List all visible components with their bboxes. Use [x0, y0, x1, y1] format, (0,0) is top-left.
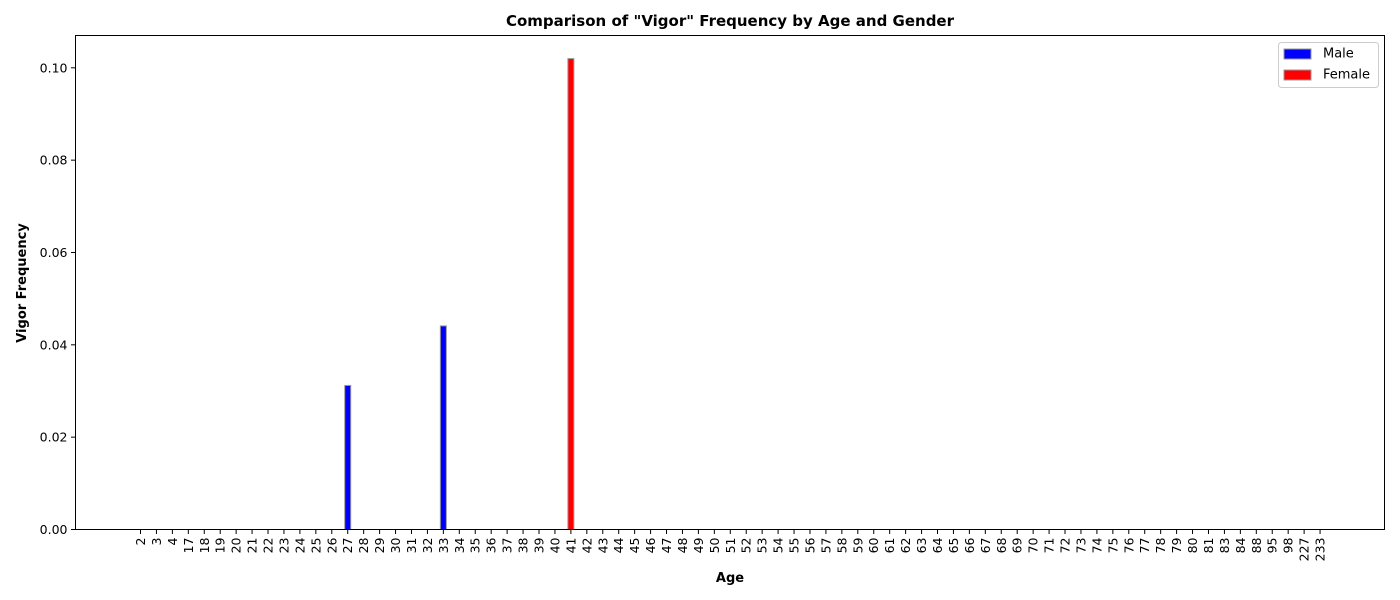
x-tick-label: 58 — [834, 537, 849, 553]
x-tick-label: 46 — [643, 537, 658, 553]
x-tick-label: 27 — [340, 538, 355, 554]
y-tick-label: 0.08 — [40, 153, 68, 168]
bars-group — [344, 58, 575, 531]
x-tick-label: 50 — [707, 537, 722, 553]
x-tick-label: 98 — [1281, 537, 1296, 553]
x-tick-label: 74 — [1089, 537, 1104, 553]
x-tick-label: 60 — [866, 537, 881, 553]
x-tick-label: 43 — [595, 538, 610, 554]
x-tick-label: 17 — [181, 538, 196, 554]
x-tick-label: 22 — [261, 538, 276, 554]
x-tick-label: 95 — [1265, 538, 1280, 554]
x-tick-label: 26 — [324, 537, 339, 553]
legend-label-male: Male — [1323, 47, 1354, 62]
x-tick-label: 44 — [611, 537, 626, 553]
x-tick-label: 63 — [914, 538, 929, 554]
legend-swatch-male — [1283, 48, 1312, 60]
x-tick-label: 68 — [994, 537, 1009, 553]
x-tick-label: 57 — [818, 538, 833, 554]
x-tick-label: 34 — [452, 537, 467, 553]
x-tick-label: 28 — [356, 537, 371, 553]
x-tick-label: 69 — [1010, 537, 1025, 553]
x-tick-label: 75 — [1105, 538, 1120, 554]
x-tick-label: 29 — [372, 537, 387, 553]
x-tick-label: 71 — [1042, 538, 1057, 554]
x-tick-label: 19 — [213, 537, 228, 553]
x-tick-label: 35 — [468, 538, 483, 554]
bar-female-41 — [567, 58, 575, 531]
x-tick-label: 84 — [1233, 537, 1248, 553]
x-tick-label: 56 — [802, 537, 817, 553]
x-tick-label: 39 — [532, 537, 547, 553]
x-tick-label: 20 — [229, 537, 244, 553]
x-tick-label: 55 — [787, 538, 802, 554]
x-tick-label: 45 — [627, 538, 642, 554]
x-tick-label: 54 — [771, 537, 786, 553]
y-tick-label: 0.06 — [40, 245, 68, 260]
x-tick-label: 30 — [388, 537, 403, 553]
x-tick-label: 76 — [1121, 537, 1136, 553]
x-tick-label: 53 — [755, 538, 770, 554]
y-tick-label: 0.04 — [40, 337, 68, 352]
x-tick-label: 37 — [500, 538, 515, 554]
x-tick-label: 47 — [659, 538, 674, 554]
x-tick-label: 18 — [197, 537, 212, 553]
x-tick-label: 2 — [133, 538, 148, 546]
x-tick-label: 79 — [1169, 537, 1184, 553]
y-tick-label: 0.10 — [40, 60, 68, 75]
x-tick-label: 32 — [420, 538, 435, 554]
x-tick-label: 66 — [962, 537, 977, 553]
x-tick-label: 23 — [276, 538, 291, 554]
y-axis-ticks: 0.00 0.02 0.04 0.06 0.08 0.10 — [40, 60, 76, 537]
x-tick-label: 81 — [1201, 538, 1216, 554]
y-axis-label: Vigor Frequency — [15, 223, 30, 343]
plot-frame — [75, 35, 1385, 530]
x-tick-label: 88 — [1249, 537, 1264, 553]
x-tick-label: 59 — [850, 537, 865, 553]
legend: Male Female — [1278, 42, 1379, 88]
y-tick-label: 0.02 — [40, 430, 68, 445]
x-tick-label: 52 — [739, 538, 754, 554]
legend-label-female: Female — [1323, 68, 1370, 83]
x-tick-label: 31 — [404, 538, 419, 554]
bar-male-33 — [439, 325, 447, 530]
x-tick-label: 78 — [1153, 537, 1168, 553]
x-axis-label: Age — [716, 571, 744, 586]
x-tick-label: 62 — [898, 538, 913, 554]
x-tick-label: 25 — [308, 538, 323, 554]
x-tick-label: 48 — [675, 537, 690, 553]
x-tick-label: 42 — [579, 538, 594, 554]
x-tick-label: 51 — [723, 538, 738, 554]
x-tick-label: 38 — [516, 537, 531, 553]
x-tick-label: 227 — [1297, 538, 1312, 562]
y-tick-label: 0.00 — [40, 522, 68, 537]
x-tick-label: 21 — [245, 538, 260, 554]
x-tick-label: 233 — [1313, 538, 1328, 562]
bar-male-27 — [344, 384, 352, 530]
chart-title: Comparison of "Vigor" Frequency by Age a… — [506, 12, 955, 30]
x-tick-label: 64 — [930, 537, 945, 553]
x-tick-label: 33 — [436, 538, 451, 554]
legend-swatch-female — [1283, 69, 1312, 81]
x-tick-label: 70 — [1026, 537, 1041, 553]
x-tick-label: 4 — [165, 537, 180, 545]
x-tick-label: 65 — [946, 538, 961, 554]
x-tick-label: 24 — [292, 537, 307, 553]
x-tick-label: 36 — [484, 537, 499, 553]
x-axis-ticks: 2 3 4 17 18 19 20 21 22 23 24 25 26 27 28 29 30 31 32 33 34 3… — [133, 529, 1328, 562]
x-tick-label: 3 — [149, 538, 164, 546]
x-tick-label: 72 — [1058, 538, 1073, 554]
x-tick-label: 49 — [691, 537, 706, 553]
x-tick-label: 83 — [1217, 538, 1232, 554]
x-tick-label: 61 — [882, 538, 897, 554]
x-tick-label: 67 — [978, 538, 993, 554]
x-tick-label: 80 — [1185, 537, 1200, 553]
x-tick-label: 40 — [547, 537, 562, 553]
x-tick-label: 77 — [1137, 538, 1152, 554]
x-tick-label: 41 — [563, 538, 578, 554]
x-tick-label: 73 — [1073, 538, 1088, 554]
